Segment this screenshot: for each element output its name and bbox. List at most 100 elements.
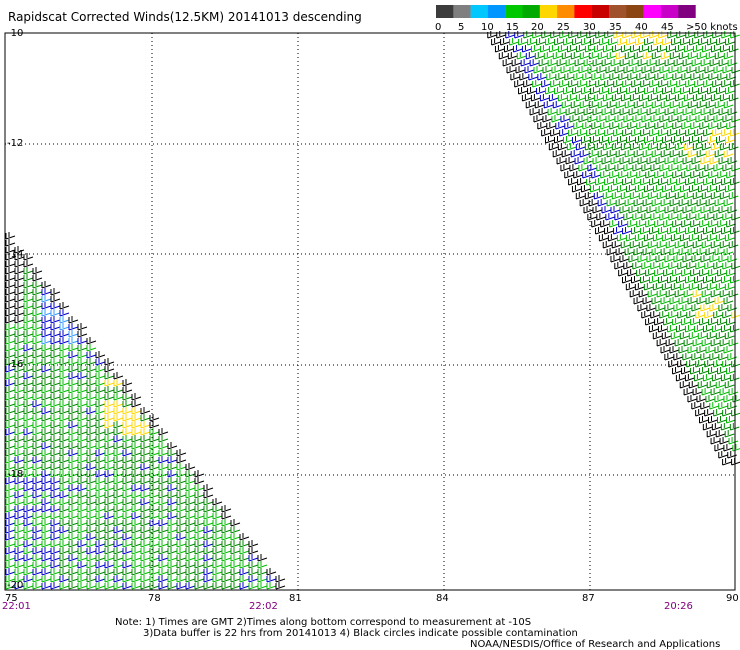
wind-barb bbox=[669, 199, 680, 207]
wind-barb bbox=[659, 66, 670, 74]
wind-barb bbox=[638, 45, 649, 53]
wind-barb bbox=[536, 38, 546, 46]
wind-barb bbox=[68, 582, 79, 590]
wind-barb bbox=[50, 309, 61, 317]
wind-barb bbox=[596, 213, 607, 221]
wind-barb bbox=[158, 477, 169, 485]
wind-barb bbox=[185, 561, 196, 569]
wind-barb bbox=[176, 575, 187, 583]
wind-barb bbox=[654, 73, 665, 81]
wind-barb bbox=[176, 512, 187, 520]
wind-barb bbox=[68, 526, 79, 534]
wind-barb bbox=[149, 442, 160, 450]
wind-barb bbox=[68, 456, 79, 464]
legend-swatch bbox=[522, 5, 540, 18]
wind-barb bbox=[41, 316, 52, 324]
wind-barb bbox=[41, 309, 52, 317]
wind-barb bbox=[607, 234, 618, 242]
wind-barb bbox=[266, 575, 277, 583]
wind-barb bbox=[677, 164, 688, 172]
wind-barb bbox=[203, 547, 214, 555]
wind-barb bbox=[59, 477, 70, 485]
wind-barb bbox=[176, 505, 187, 513]
wind-barb bbox=[77, 351, 88, 359]
wind-barb bbox=[579, 150, 590, 158]
wind-barb bbox=[149, 512, 160, 520]
wind-barb bbox=[629, 241, 640, 249]
wind-barb bbox=[700, 108, 711, 116]
wind-barb bbox=[167, 484, 178, 492]
wind-barb bbox=[663, 122, 673, 130]
wind-barb bbox=[561, 101, 572, 109]
wind-barb bbox=[203, 533, 214, 541]
wind-barb bbox=[731, 311, 740, 319]
wind-barb bbox=[645, 318, 655, 326]
wind-barb bbox=[696, 199, 707, 207]
wind-barb bbox=[248, 582, 259, 590]
wind-barb bbox=[23, 372, 34, 380]
wind-barb bbox=[692, 241, 703, 249]
wind-barb bbox=[185, 540, 196, 548]
wind-barb bbox=[23, 428, 34, 436]
wind-barb bbox=[699, 367, 709, 375]
wind-barb bbox=[5, 561, 16, 569]
wind-barb bbox=[710, 143, 721, 151]
wind-barb bbox=[68, 505, 79, 513]
legend-swatch bbox=[609, 5, 627, 18]
wind-barb bbox=[676, 31, 686, 39]
wind-barb bbox=[14, 463, 25, 471]
wind-barb bbox=[68, 421, 79, 429]
wind-barb bbox=[194, 491, 205, 499]
wind-barb bbox=[122, 484, 133, 492]
wind-barb bbox=[32, 491, 43, 499]
wind-barb bbox=[714, 444, 725, 452]
wind-barb bbox=[41, 463, 52, 471]
wind-barb bbox=[664, 255, 675, 263]
wind-barb bbox=[547, 108, 558, 116]
wind-barb bbox=[545, 87, 555, 95]
wind-barb bbox=[507, 52, 518, 60]
wind-barb bbox=[185, 463, 196, 471]
wind-barb bbox=[672, 122, 682, 130]
wind-barb bbox=[131, 498, 142, 506]
wind-barb bbox=[50, 484, 61, 492]
wind-barb bbox=[604, 80, 614, 88]
wind-barb bbox=[606, 150, 617, 158]
wind-barb bbox=[86, 386, 97, 394]
wind-barb bbox=[77, 407, 88, 415]
wind-barb bbox=[14, 477, 25, 485]
wind-barb bbox=[709, 59, 720, 67]
wind-barb bbox=[149, 470, 160, 478]
wind-barb bbox=[23, 393, 34, 401]
wind-barb bbox=[615, 101, 626, 109]
wind-barb bbox=[122, 575, 133, 583]
wind-barb bbox=[671, 38, 681, 46]
wind-barb bbox=[537, 122, 547, 130]
wind-barb bbox=[723, 101, 734, 109]
wind-barb bbox=[140, 477, 151, 485]
wind-barb bbox=[615, 199, 626, 207]
wind-barb bbox=[660, 150, 671, 158]
wind-barb bbox=[77, 337, 88, 345]
wind-barb bbox=[709, 157, 720, 165]
wind-barb bbox=[575, 143, 586, 151]
wind-barb bbox=[604, 178, 614, 186]
wind-barb bbox=[86, 505, 97, 513]
wind-barb bbox=[5, 582, 16, 590]
wind-barb bbox=[149, 428, 160, 436]
wind-barb bbox=[23, 379, 34, 387]
wind-barb bbox=[708, 367, 718, 375]
wind-barb bbox=[113, 400, 124, 408]
wind-barb bbox=[583, 59, 594, 67]
wind-barb bbox=[572, 136, 582, 144]
wind-barb bbox=[23, 512, 34, 520]
wind-barb bbox=[700, 157, 711, 165]
wind-barb bbox=[699, 416, 709, 424]
wind-barb bbox=[645, 171, 655, 179]
wind-barb bbox=[695, 164, 706, 172]
wind-barb bbox=[718, 451, 728, 459]
wind-barb bbox=[122, 456, 133, 464]
wind-barb bbox=[697, 185, 708, 193]
wind-barb bbox=[185, 505, 196, 513]
wind-barb bbox=[149, 561, 160, 569]
